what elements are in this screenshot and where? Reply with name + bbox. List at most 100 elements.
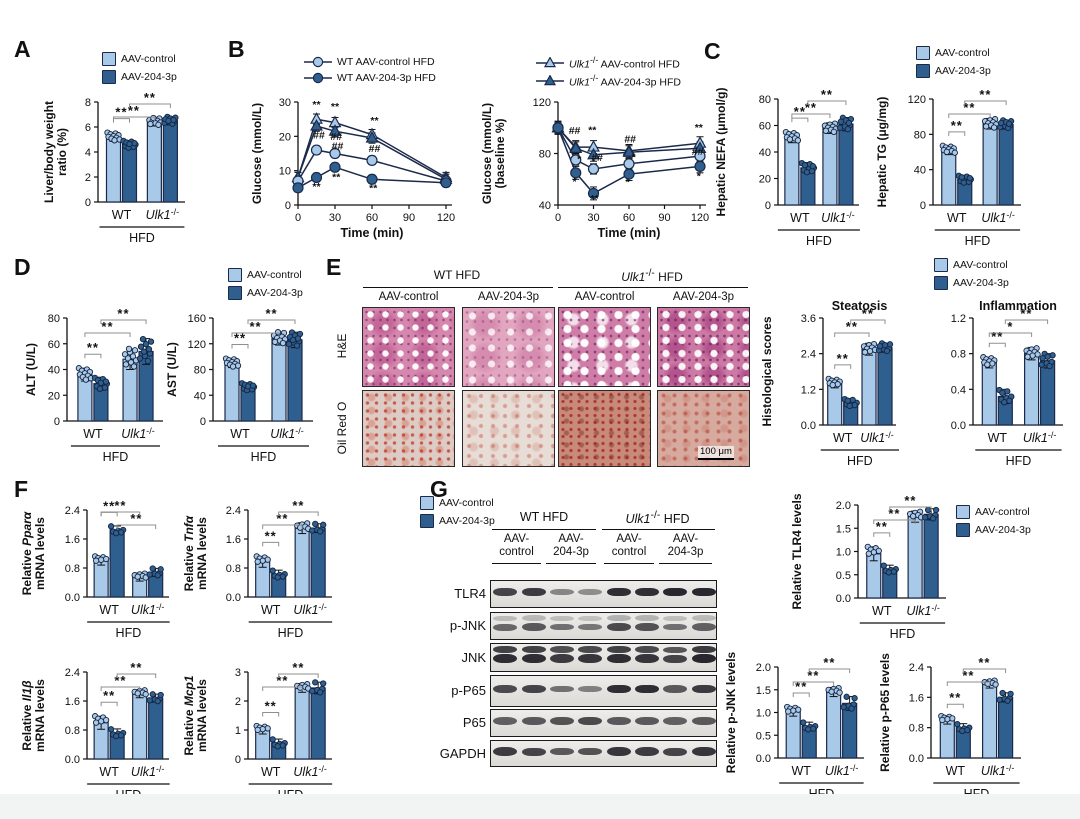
y-tick-label: 10 [279, 166, 291, 178]
blot-lane-header: AAV-control [611, 533, 647, 559]
legend-panel-c: AAV-control AAV-204-3p [916, 46, 991, 82]
y-axis-label: mRNA levels [33, 679, 47, 752]
scatter-dots [821, 120, 840, 136]
chart-hepatic-nefa: 0 20 40 60 80 Hepatic NEFA (μmol/g) ** ** ** WT Ul… [712, 67, 866, 255]
blot-band [691, 684, 716, 694]
legend-marker-icon [304, 56, 332, 68]
blot-band [549, 717, 574, 725]
blot-band [635, 615, 660, 622]
category-label: Ulk1-/- [1023, 430, 1057, 445]
legend-swatch-icon [916, 46, 930, 60]
scatter-dots [1023, 345, 1041, 360]
y-tick-label: 2.4 [65, 667, 80, 679]
histology-column-header: AAV-204-3p [477, 291, 540, 303]
bar [822, 127, 838, 206]
blot-band [691, 623, 716, 631]
histology-column-header: AAV-control [378, 291, 439, 303]
chart-mcp1-mrna: 0 1 2 3 Relative Mcp1 mRNA levels ** ** ** WT Ulk1… [180, 642, 339, 809]
chart-title: Steatosis [832, 299, 888, 313]
y-tick-label: 40 [48, 365, 60, 377]
scatter-dots [161, 113, 179, 127]
blot-band [549, 747, 574, 756]
group-underline [558, 287, 748, 288]
y-tick-label: 120 [188, 339, 206, 351]
category-label: WT [988, 431, 1008, 445]
legend-item: AAV-control [420, 496, 495, 510]
scatter-dots [253, 722, 271, 734]
legend-label: AAV-204-3p [247, 286, 303, 299]
chart-tnfa-mrna: 0.0 0.8 1.6 2.4 Relative Tnfα mRNA levels ** **… [180, 480, 339, 647]
x-tick-label: 90 [658, 212, 670, 224]
sig-bracket [84, 353, 102, 359]
histology-row-label: H&E [335, 333, 349, 359]
sig-label: ** [1020, 306, 1032, 321]
y-tick-label: 0 [200, 416, 206, 428]
circle-marker-icon [587, 187, 600, 200]
x-tick-label: 30 [587, 212, 599, 224]
bar [784, 136, 800, 206]
sig-bracket [231, 332, 280, 337]
annotation: ** [312, 99, 321, 111]
legend-swatch-icon [956, 505, 970, 519]
sig-bracket [112, 116, 155, 121]
sig-label: ** [101, 319, 113, 334]
histology-image-grid: WT HFD Ulk1-/- HFD AAV-control AAV-204-3p AA… [326, 254, 758, 470]
legend-label: AAV-control [953, 258, 1008, 271]
y-axis-label: Relative Pparα [20, 511, 34, 595]
annotation: ** [588, 125, 597, 137]
blot-strip [490, 580, 717, 608]
group-underline [602, 529, 715, 530]
y-axis-label: Relative p-JNK levels [724, 651, 738, 773]
annotation: ** [331, 101, 340, 113]
y-axis-label: Hepatic TG (μg/mg) [875, 97, 889, 208]
scatter-dots [131, 570, 149, 581]
sig-label: ** [963, 100, 975, 115]
blot-band [606, 684, 631, 694]
sig-label: ** [292, 660, 304, 675]
blot-band [663, 654, 688, 663]
sig-label: ** [144, 90, 156, 105]
legend-panel-a: AAV-control AAV-204-3p [102, 52, 177, 88]
panel-a-label: A [14, 36, 31, 62]
blot-band [606, 623, 631, 631]
legend-label: AAV-204-3p [935, 64, 991, 77]
scatter-dots [798, 159, 818, 176]
scatter-dots [996, 117, 1015, 132]
category-label: WT [792, 764, 812, 778]
y-tick-label: 0 [920, 200, 926, 212]
sig-bracket [807, 100, 847, 105]
scatter-dots [309, 520, 327, 535]
y-axis-label: Relative Mcp1 [182, 675, 196, 755]
blot-band [691, 615, 716, 622]
sig-label: ** [249, 319, 261, 334]
triangle-marker-icon [569, 141, 583, 153]
group-label: HFD [251, 450, 277, 464]
axis: 0.0 0.4 0.8 1.2 [951, 313, 1063, 432]
category-label: Ulk1-/- [131, 602, 165, 617]
y-axis-label: Glucose (mmol/L) [250, 103, 264, 204]
blot-band [635, 747, 660, 756]
annotation: * [577, 154, 582, 166]
annotation: ** [695, 122, 704, 134]
chart-glucose-baseline: 40 80 120 0 30 60 90 120 Glucose (mmol/L) (baseli… [478, 70, 718, 255]
axis: 0.0 0.5 1.0 1.5 2.0 [756, 662, 864, 765]
blot-band [578, 654, 603, 663]
y-tick-label: 4 [85, 147, 91, 159]
legend-label: Ulk1-/- AAV-204-3p HFD [569, 73, 681, 89]
blot-band [578, 685, 603, 693]
sig-label: ** [103, 498, 115, 513]
panel-e-label: E [326, 254, 342, 280]
blot-group-header: Ulk1-/- HFD [625, 510, 690, 527]
sig-bracket [84, 332, 131, 337]
annotation: * [626, 177, 631, 189]
bar [146, 121, 162, 203]
category-label: WT [83, 427, 103, 441]
circle-marker-icon [694, 160, 706, 172]
sig-bracket [231, 344, 249, 349]
bar [310, 527, 326, 598]
histology-column-header: AAV-control [574, 291, 635, 303]
chart-ppara-mrna: 0.0 0.8 1.6 2.4 Relative Pparα mRNA levels ** *… [18, 480, 176, 647]
x-tick-label: 120 [691, 212, 709, 224]
y-tick-label: 40 [194, 390, 206, 402]
category-label: WT [99, 765, 119, 779]
